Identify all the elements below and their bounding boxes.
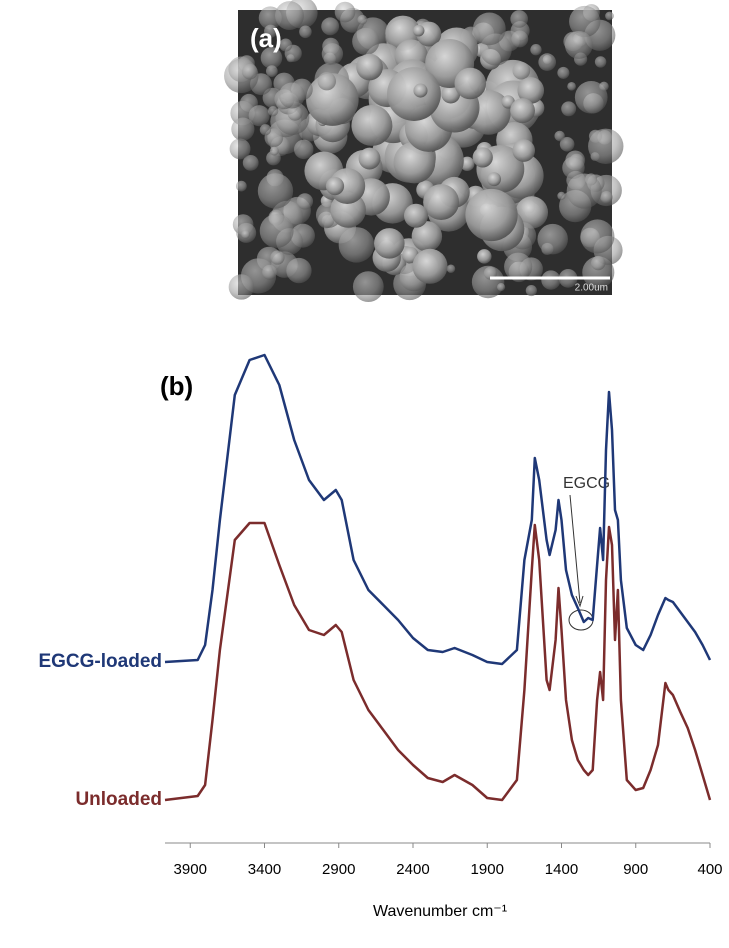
particle <box>322 43 343 64</box>
particle <box>588 129 623 164</box>
panel-label: (b) <box>160 371 193 401</box>
panel-label: (a) <box>250 23 282 53</box>
sem-image <box>224 0 623 302</box>
particle <box>404 204 428 228</box>
particle <box>473 147 493 167</box>
particle <box>413 25 424 36</box>
particle <box>512 62 530 80</box>
particle <box>339 227 375 263</box>
x-tick-label: 400 <box>697 861 722 878</box>
particle <box>605 12 614 21</box>
particle <box>512 139 535 162</box>
annotation: EGCG <box>563 475 610 492</box>
particle <box>299 26 312 39</box>
particle <box>359 148 381 170</box>
particle <box>258 173 293 208</box>
particle <box>356 54 383 81</box>
particle <box>279 82 305 108</box>
particle <box>230 138 251 159</box>
particle <box>387 67 441 121</box>
particle <box>268 106 278 116</box>
x-tick-label: 2400 <box>396 861 429 878</box>
particle <box>335 2 356 23</box>
particle <box>537 224 567 254</box>
figure: (a) 2.00um (b) EGCG Wavenumber cm⁻¹ 3900… <box>0 0 729 943</box>
particle <box>321 17 339 35</box>
spectrum-line <box>165 355 710 664</box>
particle <box>352 28 379 55</box>
particle <box>510 10 528 28</box>
particle <box>231 118 254 141</box>
particle <box>294 140 313 159</box>
particle <box>447 264 456 273</box>
particle <box>580 219 614 253</box>
x-tick-label: 1900 <box>471 861 504 878</box>
page: (a) 2.00um (b) EGCG Wavenumber cm⁻¹ 3900… <box>0 0 729 943</box>
particle <box>413 84 427 98</box>
particle <box>318 72 336 90</box>
particle <box>557 67 569 79</box>
particle <box>351 105 392 146</box>
particle <box>229 274 254 299</box>
particle <box>541 270 560 289</box>
particle <box>477 249 491 263</box>
series-label: EGCG-loaded <box>38 651 162 672</box>
series-label: Unloaded <box>75 789 162 810</box>
particle <box>538 53 556 71</box>
particle <box>526 285 537 296</box>
particle <box>591 256 605 270</box>
particle <box>353 271 384 302</box>
particle <box>266 65 278 77</box>
x-tick-label: 900 <box>623 861 648 878</box>
particle <box>326 177 344 195</box>
particle <box>567 82 576 91</box>
particle <box>600 191 612 203</box>
x-tick-label: 1400 <box>545 861 578 878</box>
x-tick-label: 3400 <box>248 861 281 878</box>
annotation-arrow <box>570 495 580 603</box>
particle <box>565 31 593 59</box>
particle <box>473 12 506 45</box>
particle <box>270 147 279 156</box>
particle <box>423 184 459 220</box>
particle <box>557 192 565 200</box>
particle <box>561 101 576 116</box>
particle <box>286 258 311 283</box>
particle <box>487 172 501 186</box>
x-tick-label: 2900 <box>322 861 355 878</box>
particle <box>260 124 271 135</box>
particle <box>260 214 294 248</box>
particle <box>455 68 487 100</box>
scale-bar-label: 2.00um <box>575 283 608 294</box>
particle <box>412 249 447 284</box>
particle <box>530 44 541 55</box>
x-tick-label: 3900 <box>174 861 207 878</box>
particle <box>357 15 367 25</box>
particle <box>554 131 564 141</box>
particle <box>567 174 602 209</box>
particle <box>241 230 250 239</box>
particle <box>374 228 405 259</box>
x-axis-label: Wavenumber cm⁻¹ <box>373 903 507 920</box>
particle <box>465 189 517 241</box>
particle <box>236 181 247 192</box>
particle <box>511 30 528 47</box>
particle <box>270 250 284 264</box>
particle <box>497 283 505 291</box>
spectrum-line <box>165 523 710 800</box>
particle <box>242 64 258 80</box>
particle <box>599 82 609 92</box>
particle <box>510 98 535 123</box>
particle <box>297 193 313 209</box>
particle <box>595 56 606 67</box>
